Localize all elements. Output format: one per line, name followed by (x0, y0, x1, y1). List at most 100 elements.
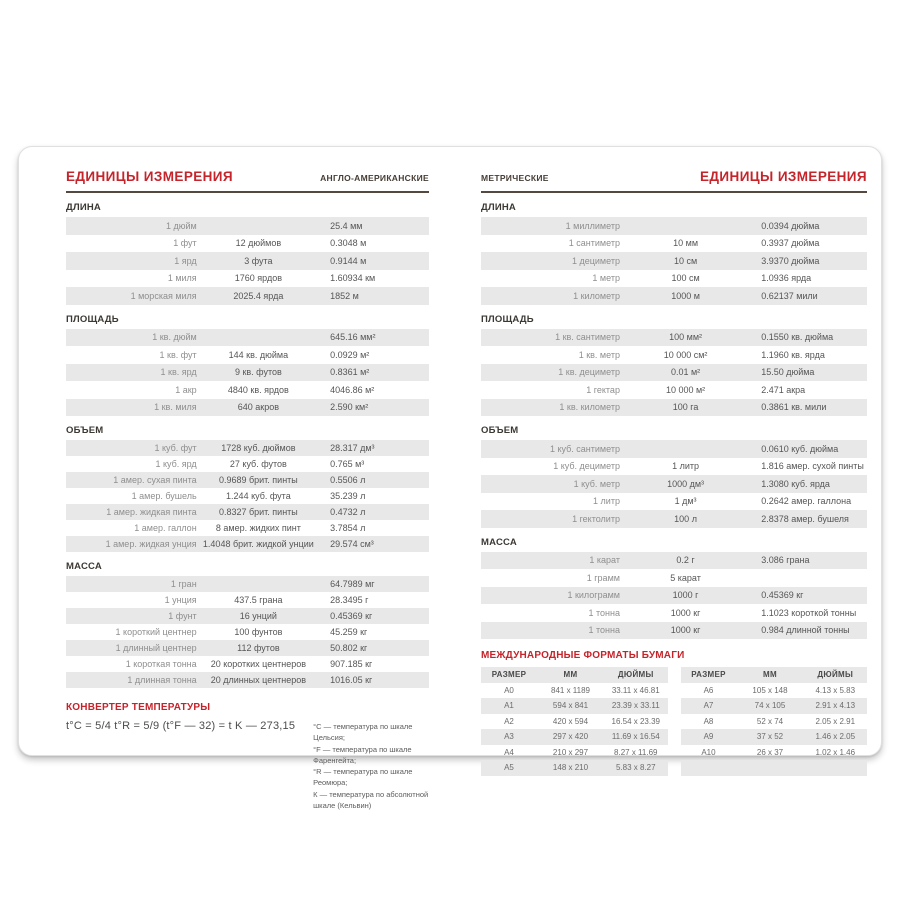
section-title: ОБЪЕМ (481, 425, 519, 436)
table-row: 1 амер. галлон 8 амер. жидких пинт 3.7854 … (66, 520, 429, 536)
unit-cell: 1 гран (170, 579, 197, 589)
unit-cell: 1 тонна (588, 625, 620, 636)
unit-cell: 1 куб. метр (573, 478, 620, 489)
mm-cell: 420 x 594 (552, 716, 589, 726)
value-cell: 0.0394 дюйма (761, 220, 820, 231)
paper-table-empty-row (680, 760, 867, 776)
value-cell: 15.50 дюйма (761, 367, 815, 378)
equivalent-cell: 1728 куб. дюймов (221, 443, 296, 453)
paper-formats-title: МЕЖДУНАРОДНЫЕ ФОРМАТЫ БУМАГИ (481, 650, 685, 661)
paper-header-cell: ММ (563, 670, 578, 680)
equivalent-cell: 20 коротких центнеров (210, 659, 307, 669)
value-cell: 2.8378 амер. бушеля (761, 513, 849, 524)
table-row: 1 амер. жидкая пинта 0.8327 брит. пинты 0.… (66, 504, 429, 520)
table-row: 1 кв. ярд 9 кв. футов 0.8361 м² (66, 363, 429, 381)
unit-cell: 1 кв. сантиметр (555, 332, 620, 343)
value-cell: 0.1550 кв. дюйма (761, 332, 834, 343)
table-row: 1 кв. метр 10 000 см² 1.1960 кв. ярда (481, 346, 867, 364)
value-cell: 0.45369 кг (330, 611, 373, 621)
unit-cell: 1 куб. сантиметр (550, 443, 620, 454)
value-cell: 1.1023 короткой тонны (761, 607, 857, 618)
equivalent-cell: 1 дм³ (674, 496, 697, 507)
unit-cell: 1 сантиметр (568, 238, 620, 249)
table-row: 1 миллиметр 0.0394 дюйма (481, 217, 867, 235)
table-row: 1 литр 1 дм³ 0.2642 амер. галлона (481, 493, 867, 511)
table-row: 1 грамм 5 карат (481, 569, 867, 587)
table-row: 1 фунт 16 унций 0.45369 кг (66, 608, 429, 624)
equivalent-cell: 9 кв. футов (234, 367, 282, 378)
value-cell: 0.8361 м² (330, 367, 370, 378)
unit-cell: 1 литр (593, 496, 620, 507)
paper-header-cell: ММ (763, 670, 777, 680)
left-page-header: ЕДИНИЦЫ ИЗМЕРЕНИЯ АНГЛО-АМЕРИКАНСКИЕ (66, 169, 429, 193)
equivalent-cell: 640 акров (237, 402, 279, 413)
value-cell: 3.086 грана (761, 555, 810, 566)
table-row: 1 метр 100 см 1.0936 ярда (481, 270, 867, 288)
unit-cell: 1 кв. ярд (160, 367, 197, 378)
equivalent-cell: 3 фута (244, 255, 273, 266)
equivalent-cell: 5 карат (670, 572, 701, 583)
value-cell: 2.590 км² (330, 402, 369, 413)
unit-cell: 1 амер. галлон (134, 523, 197, 533)
temperature-converter: КОНВЕРТЕР ТЕМПЕРАТУРЫ t°C = 5/4 t°R = 5/… (66, 702, 429, 811)
value-cell: 1.1960 кв. ярда (761, 349, 825, 360)
paper-header-cell: ДЮЙМЫ (617, 670, 654, 680)
equivalent-cell: 1000 дм³ (667, 478, 705, 489)
unit-cell: 1 куб. ярд (155, 459, 197, 469)
unit-cell: 1 морская миля (130, 290, 197, 301)
value-cell: 1.60934 км (330, 273, 376, 284)
value-cell: 0.5506 л (330, 475, 366, 485)
table-row: 1 гектолитр 100 л 2.8378 амер. бушеля (481, 510, 867, 528)
table-row: 1 кв. сантиметр 100 мм² 0.1550 кв. дюйма (481, 328, 867, 346)
mm-cell: 105 x 148 (752, 685, 788, 695)
table-row: 1 дециметр 10 см 3.9370 дюйма (481, 252, 867, 270)
table-row: 1 сантиметр 10 мм 0.3937 дюйма (481, 235, 867, 253)
value-cell: 1.0936 ярда (761, 273, 812, 284)
size-cell: A3 (504, 732, 514, 742)
temperature-note-line: °R — температура по шкале Реомюра; (313, 767, 413, 788)
unit-cell: 1 килограмм (567, 590, 620, 601)
paper-table-row: A7 74 x 105 2.91 x 4.13 (680, 698, 867, 714)
paper-table-a6-a10: РАЗМЕР ММ ДЮЙМЫ A6 105 x 148 4.13 x 5.83 A7 74 … (680, 667, 867, 776)
table-row: 1 миля 1760 ярдов 1.60934 км (66, 270, 429, 288)
unit-cell: 1 ярд (174, 255, 197, 266)
temperature-note-line: °F — температура по шкале Фаренгейта; (313, 744, 412, 765)
paper-table-row: A4 210 x 297 8.27 x 11.69 (481, 745, 668, 761)
equivalent-cell: 10 000 см² (663, 349, 708, 360)
temperature-note-line: °C — температура по шкале Цельсия; (313, 722, 413, 743)
table-row: 1 гектар 10 000 м² 2.471 акра (481, 381, 867, 399)
equivalent-cell: 12 дюймов (235, 238, 282, 249)
unit-cell: 1 короткая тонна (125, 659, 197, 669)
unit-cell: 1 кв. миля (154, 402, 197, 413)
equivalent-cell: 1000 кг (670, 607, 701, 618)
value-cell: 3.7854 л (330, 523, 366, 533)
unit-cell: 1 миллиметр (565, 220, 620, 231)
value-cell: 0.3048 м (330, 238, 367, 249)
section-title: ПЛОЩАДЬ (66, 313, 119, 325)
unit-cell: 1 куб. дециметр (553, 461, 620, 472)
size-cell: A5 (504, 763, 514, 773)
temperature-body: t°C = 5/4 t°R = 5/9 (t°F — 32) = t K — 2… (66, 720, 429, 811)
table-row: 1 фут 12 дюймов 0.3048 м (66, 235, 429, 253)
value-cell: 3.9370 дюйма (761, 255, 820, 266)
value-cell: 25.4 мм (330, 220, 363, 231)
inch-cell: 4.13 x 5.83 (815, 685, 856, 695)
table-row: 1 кв. километр 100 га 0.3861 кв. мили (481, 398, 867, 416)
table-row: 1 амер. бушель 1.244 куб. фута 35.239 л (66, 488, 429, 504)
unit-cell: 1 карат (589, 555, 620, 566)
table-row: 1 куб. ярд 27 куб. футов 0.765 м³ (66, 456, 429, 472)
equivalent-cell: 0.2 г (676, 555, 695, 566)
size-cell: A0 (504, 685, 514, 695)
value-cell: 2.471 акра (761, 384, 806, 395)
value-cell: 0.0610 куб. дюйма (761, 443, 839, 454)
section-длина: ДЛИНА 1 миллиметр 0.0394 дюйма 1 сантиметр 1… (481, 202, 867, 305)
right-page-column: МЕТРИЧЕСКИЕ ЕДИНИЦЫ ИЗМЕРЕНИЯ ДЛИНА 1 мил… (481, 169, 867, 811)
equivalent-cell: 10 мм (673, 238, 699, 249)
size-cell: A6 (703, 685, 714, 695)
unit-cell: 1 кв. дециметр (558, 367, 620, 378)
size-cell: A8 (703, 716, 714, 726)
value-cell: 0.9144 м (330, 255, 367, 266)
temperature-title: КОНВЕРТЕР ТЕМПЕРАТУРЫ (66, 702, 211, 713)
page-subtitle: МЕТРИЧЕСКИЕ (481, 173, 549, 183)
unit-cell: 1 акр (175, 384, 197, 395)
